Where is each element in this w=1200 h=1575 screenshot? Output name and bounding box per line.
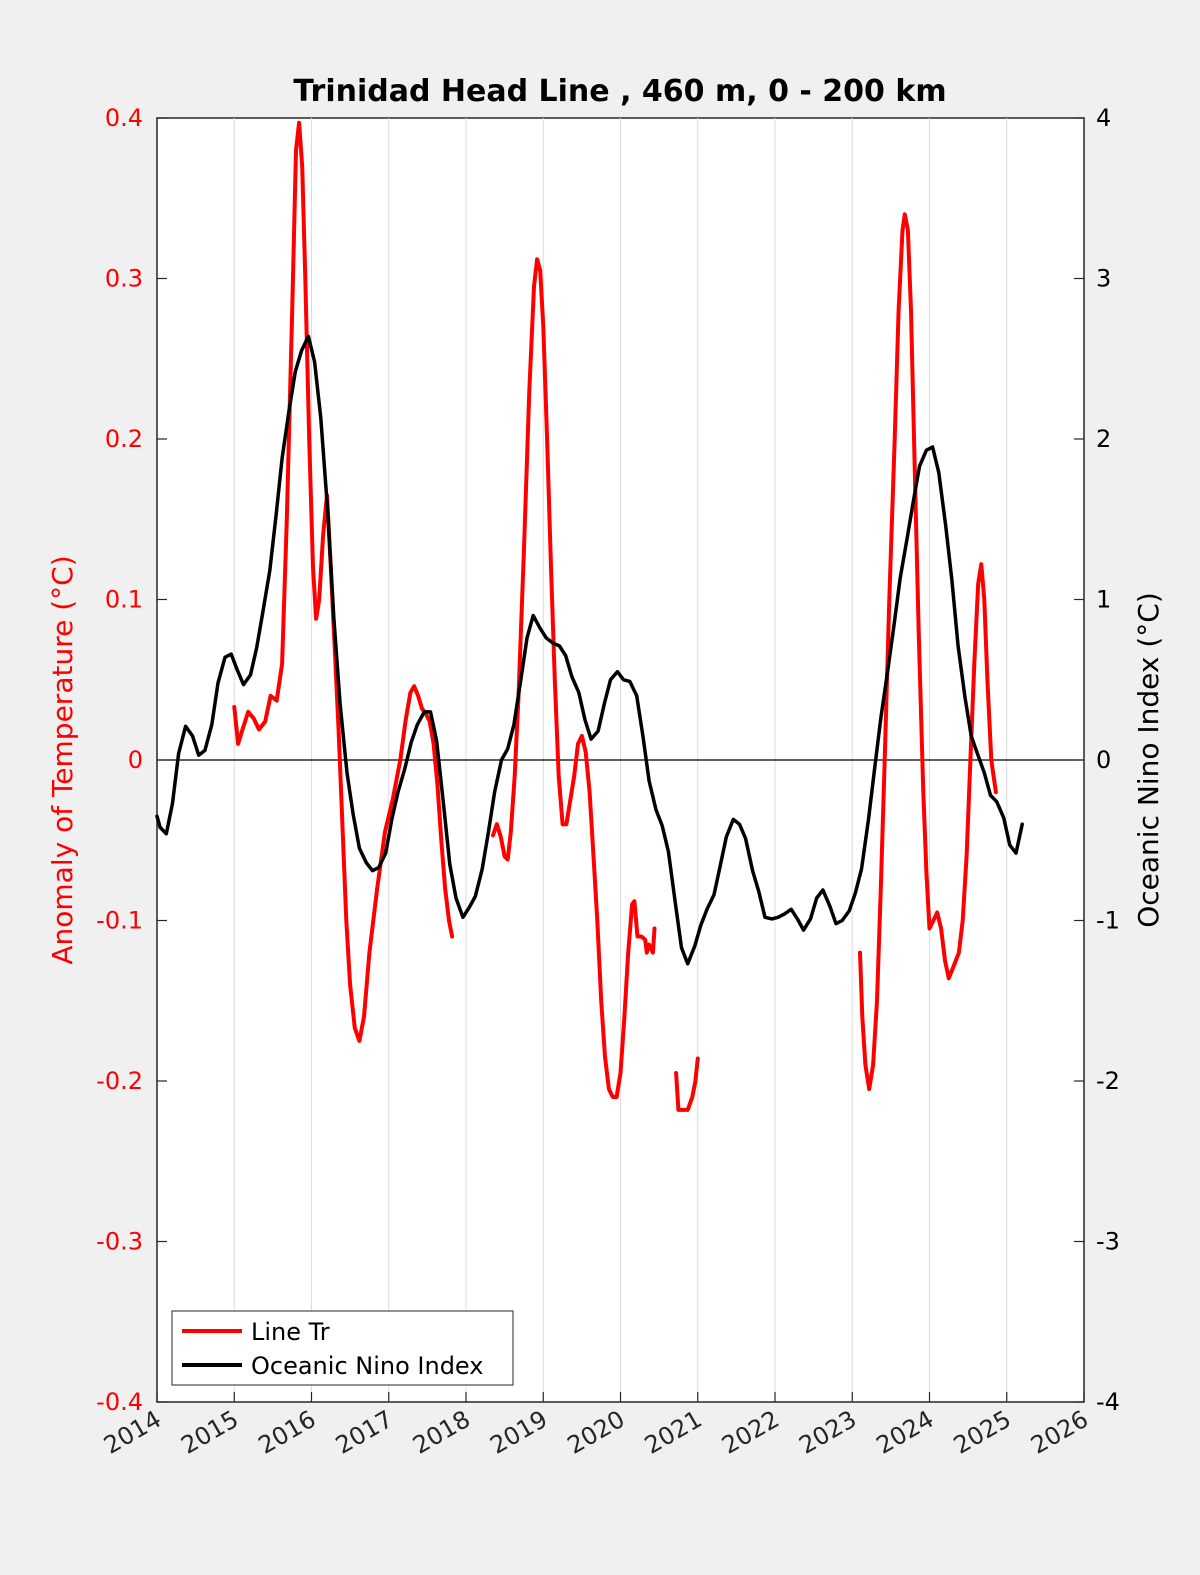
right-tick-label: 0 bbox=[1096, 746, 1111, 774]
left-tick-label: 0.4 bbox=[105, 104, 143, 132]
series-line-tr-segment-1 bbox=[491, 257, 657, 1099]
legend-label-line-tr: Line Tr bbox=[251, 1318, 330, 1346]
right-tick-label: -3 bbox=[1096, 1228, 1120, 1256]
series-oni-segment-0 bbox=[155, 334, 1024, 966]
left-tick-label: -0.4 bbox=[96, 1388, 143, 1416]
left-tick-label: 0 bbox=[128, 746, 143, 774]
series-line-tr-segment-0 bbox=[232, 120, 455, 1043]
right-tick-label: -4 bbox=[1096, 1388, 1120, 1416]
right-axis-label: Oceanic Nino Index (°C) bbox=[1132, 592, 1165, 928]
left-tick-label: -0.2 bbox=[96, 1067, 143, 1095]
legend-box bbox=[171, 1310, 514, 1386]
right-tick-label: -2 bbox=[1096, 1067, 1120, 1095]
right-tick-label: 1 bbox=[1096, 586, 1111, 614]
series-line-tr-segment-3 bbox=[858, 212, 998, 1091]
right-y-axis: 4 3 2 1 0 -1 -2 -3 -4 bbox=[1074, 104, 1120, 1416]
right-tick-label: 4 bbox=[1096, 104, 1111, 132]
left-tick-label: 0.3 bbox=[105, 265, 143, 293]
left-tick-label: -0.3 bbox=[96, 1228, 143, 1256]
left-tick-label: 0.2 bbox=[105, 425, 143, 453]
legend-label-oni: Oceanic Nino Index bbox=[251, 1352, 483, 1380]
right-tick-label: -1 bbox=[1096, 907, 1120, 935]
legend: Line Tr Oceanic Nino Index bbox=[171, 1310, 514, 1386]
series-layer bbox=[155, 120, 1024, 1112]
left-tick-label: -0.1 bbox=[96, 907, 143, 935]
right-tick-label: 3 bbox=[1096, 265, 1111, 293]
right-tick-label: 2 bbox=[1096, 425, 1111, 453]
series-line-tr-segment-2 bbox=[674, 1056, 700, 1112]
left-y-axis: 0.4 0.3 0.2 0.1 0 -0.1 -0.2 -0.3 -0.4 bbox=[96, 104, 167, 1416]
left-axis-label: Anomaly of Temperature (°C) bbox=[46, 555, 79, 964]
chart-title: Trinidad Head Line , 460 m, 0 - 200 km bbox=[293, 74, 946, 109]
left-tick-label: 0.1 bbox=[105, 586, 143, 614]
